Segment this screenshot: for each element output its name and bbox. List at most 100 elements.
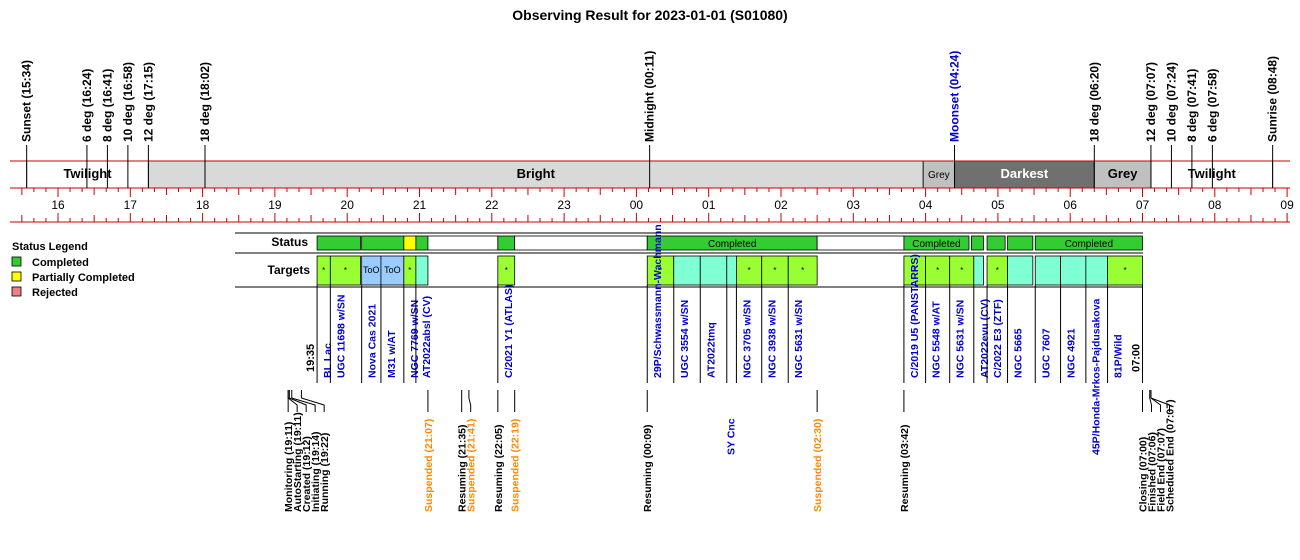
run-event-labels: Monitoring (19:11)AutoStarting (19:11)Cr… bbox=[283, 390, 1177, 512]
target-mark: ToO bbox=[363, 265, 380, 275]
event-label-scheduled-end-07-07: Scheduled End (07:07) bbox=[1165, 399, 1177, 512]
event-label-created-19-12: Created (19:12) bbox=[301, 436, 313, 512]
target-name-ngc-3705-w-sn[interactable]: NGC 3705 w/SN bbox=[741, 300, 753, 378]
target-block[interactable] bbox=[787, 255, 818, 286]
hour-tick-label: 23 bbox=[557, 198, 571, 212]
event-label-resuming-21-35: Resuming (21:35) bbox=[457, 424, 469, 512]
status-segment-none bbox=[514, 235, 648, 251]
legend-swatch-completed bbox=[11, 256, 22, 267]
status-segment-completed bbox=[903, 235, 970, 251]
target-mark: * bbox=[936, 266, 939, 275]
legend-swatch-partially-completed bbox=[11, 271, 22, 282]
target-name-ngc-5665[interactable]: NGC 5665 bbox=[1013, 328, 1025, 378]
target-name-at2022evu-cv[interactable]: AT2022evu (CV) bbox=[979, 299, 991, 378]
legend-label: Rejected bbox=[32, 287, 78, 299]
target-name-c-2019-u5-panstarrs[interactable]: C/2019 U5 (PANSTARRS) bbox=[909, 254, 921, 378]
hour-tick-label: 08 bbox=[1208, 198, 1222, 212]
legend-swatch-rejected bbox=[11, 286, 22, 297]
target-mark: * bbox=[408, 266, 411, 275]
target-name-29p-schwassmann-wachmann[interactable]: 29P/Schwassmann-Wachmann bbox=[652, 224, 664, 378]
event-label-suspended-21-07: Suspended (21:07) bbox=[423, 419, 435, 512]
target-block[interactable] bbox=[973, 255, 984, 286]
target-mark: * bbox=[748, 266, 751, 275]
target-name-bl-lac[interactable]: BL Lac bbox=[322, 343, 334, 378]
target-name-ngc-7769-w-sn[interactable]: NGC 7769 w/SN bbox=[409, 300, 421, 378]
target-name-ngc-3938-w-sn[interactable]: NGC 3938 w/SN bbox=[767, 300, 779, 378]
sky-band-label: Grey bbox=[1108, 166, 1138, 181]
target-block[interactable] bbox=[1034, 255, 1061, 286]
sky-event-label: 6 deg (07:58) bbox=[1205, 69, 1219, 142]
status-segment-label: Completed bbox=[1065, 239, 1113, 250]
target-name-c-2022-e3-ztf[interactable]: C/2022 E3 (ZTF) bbox=[992, 299, 1004, 378]
target-mark: * bbox=[913, 266, 916, 275]
target-name-at2022absl-cv[interactable]: AT2022absl (CV) bbox=[421, 296, 433, 378]
target-block[interactable] bbox=[925, 255, 951, 286]
time-mark-label: 07:00 bbox=[1131, 344, 1143, 372]
target-name-ngc-4921[interactable]: NGC 4921 bbox=[1066, 328, 1078, 378]
status-row-label: Status bbox=[271, 235, 308, 249]
status-segment-partial bbox=[403, 235, 417, 251]
event-connector bbox=[1150, 397, 1161, 412]
status-segment-label: Completed bbox=[708, 239, 756, 250]
target-name-at2022tmq[interactable]: AT2022tmq bbox=[705, 322, 717, 378]
chart-title: Observing Result for 2023-01-01 (S01080) bbox=[512, 7, 787, 23]
target-name-nova-cas-2021[interactable]: Nova Cas 2021 bbox=[367, 304, 379, 378]
target-name-c-2021-y1-atlas[interactable]: C/2021 Y1 (ATLAS) bbox=[503, 284, 515, 378]
target-name-sy-cnc[interactable]: SY Cnc bbox=[726, 418, 738, 455]
status-segment-completed bbox=[316, 235, 361, 251]
sky-band-label: Twilight bbox=[63, 166, 112, 181]
hour-tick-label: 16 bbox=[51, 198, 65, 212]
sky-event-label: 12 deg (17:15) bbox=[141, 62, 155, 142]
target-mark: * bbox=[1123, 266, 1126, 275]
target-name-ugc-11698-w-sn[interactable]: UGC 11698 w/SN bbox=[335, 295, 347, 378]
target-name-ngc-5631-w-sn[interactable]: NGC 5631 w/SN bbox=[793, 300, 805, 378]
sky-event-label: 10 deg (16:58) bbox=[121, 62, 135, 142]
status-segment-completed bbox=[415, 235, 429, 251]
hour-tick-label: 22 bbox=[485, 198, 499, 212]
event-label-suspended-02-30: Suspended (02:30) bbox=[812, 419, 824, 512]
sky-event-label: Sunrise (08:48) bbox=[1266, 56, 1280, 142]
sky-event-label: 10 deg (07:24) bbox=[1164, 62, 1178, 142]
target-block[interactable] bbox=[329, 255, 361, 286]
status-segment-completed bbox=[1034, 235, 1143, 251]
target-block[interactable] bbox=[673, 255, 701, 286]
target-name-ngc-5548-w-at[interactable]: NGC 5548 w/AT bbox=[931, 301, 943, 378]
target-name-ngc-5631-w-sn[interactable]: NGC 5631 w/SN bbox=[955, 300, 967, 378]
target-block[interactable] bbox=[646, 255, 675, 286]
target-block[interactable] bbox=[1107, 255, 1143, 286]
event-connector bbox=[1150, 397, 1170, 412]
target-name-m31-w-at[interactable]: M31 w/AT bbox=[386, 330, 398, 378]
target-block[interactable] bbox=[1060, 255, 1087, 286]
target-block[interactable] bbox=[415, 255, 429, 286]
hour-tick-label: 02 bbox=[774, 198, 788, 212]
target-mark: * bbox=[996, 266, 999, 275]
target-mark: * bbox=[773, 266, 776, 275]
target-name-ugc-7607[interactable]: UGC 7607 bbox=[1040, 328, 1052, 378]
sky-event-label: 18 deg (18:02) bbox=[198, 62, 212, 142]
hour-tick-label: 17 bbox=[124, 198, 138, 212]
target-mark: * bbox=[659, 266, 662, 275]
target-name-45p-honda-mrkos-pajdusakova[interactable]: 45P/Honda-Mrkos-Pajdusakova bbox=[1091, 298, 1103, 455]
target-name-ugc-3554-w-sn[interactable]: UGC 3554 w/SN bbox=[679, 300, 691, 378]
hour-tick-label: 18 bbox=[196, 198, 210, 212]
hour-tick-label: 00 bbox=[630, 198, 644, 212]
event-connector bbox=[301, 397, 325, 412]
status-target-rows: Status Targets Completed Completed Completed… bbox=[235, 224, 1143, 455]
target-name-81p-wild[interactable]: 81P/Wild bbox=[1113, 334, 1125, 378]
hour-tick-label: 20 bbox=[341, 198, 355, 212]
legend-title: Status Legend bbox=[12, 241, 88, 253]
event-label-resuming-03-42: Resuming (03:42) bbox=[899, 424, 911, 512]
status-segment-none bbox=[816, 235, 905, 251]
target-block[interactable] bbox=[699, 255, 728, 286]
sky-band-grey bbox=[922, 160, 955, 189]
target-block[interactable] bbox=[1007, 255, 1034, 286]
event-connector bbox=[289, 397, 307, 412]
event-label-field-end-07-07: Field End (07:07) bbox=[1156, 428, 1168, 512]
target-block[interactable] bbox=[497, 255, 516, 286]
sky-event-label: Moonset (04:24) bbox=[948, 51, 962, 142]
event-label-autostarting-19-11: AutoStarting (19:11) bbox=[292, 412, 304, 512]
target-block[interactable] bbox=[1085, 255, 1108, 286]
target-block[interactable] bbox=[726, 255, 737, 286]
event-label-running-19-22: Running (19:22) bbox=[319, 433, 331, 512]
sky-event-label: 18 deg (06:20) bbox=[1087, 62, 1101, 142]
